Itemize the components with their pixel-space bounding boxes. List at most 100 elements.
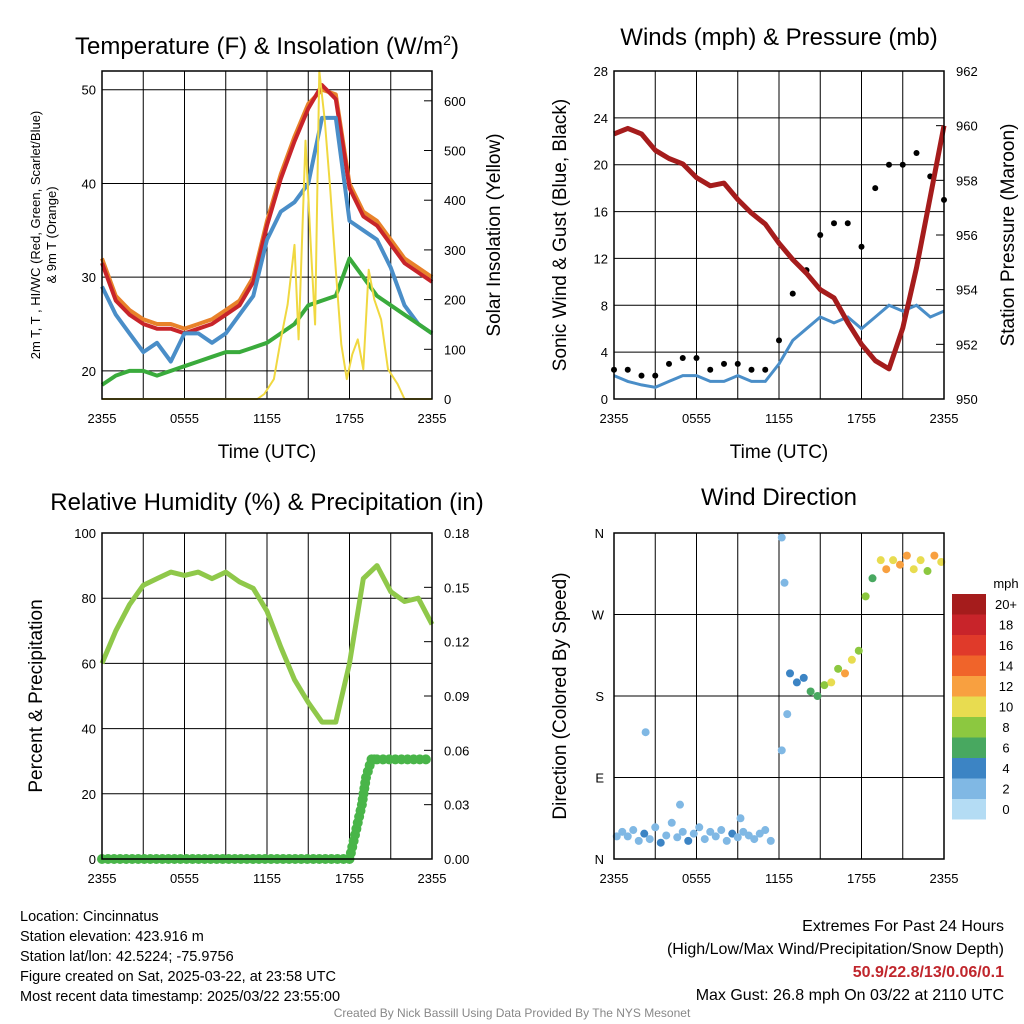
- direction-point: [645, 835, 654, 844]
- y-tick-left: 20: [82, 364, 96, 379]
- legend-label: 0: [1002, 802, 1009, 817]
- direction-point: [717, 826, 726, 835]
- legend-swatch: [952, 696, 986, 717]
- direction-point: [750, 835, 759, 844]
- extremes-block: Extremes For Past 24 Hours (High/Low/Max…: [667, 915, 1004, 1007]
- direction-point: [780, 578, 789, 587]
- direction-point: [629, 826, 638, 835]
- legend-swatch: [952, 758, 986, 779]
- gust-point: [638, 372, 645, 379]
- x-tick-label: 1755: [335, 871, 364, 886]
- x-tick-label: 1755: [847, 871, 876, 886]
- gust-point: [666, 360, 672, 367]
- direction-point: [930, 551, 939, 560]
- panel-2: 2355 0555 1155 1755 2355 0 4 8 12 16 20 24 28 950 952 9…: [550, 24, 1019, 463]
- y-tick-left: 40: [82, 176, 96, 191]
- plot-frame: [613, 70, 945, 400]
- direction-point: [777, 533, 786, 542]
- direction-point: [667, 818, 676, 827]
- recent-timestamp: Most recent data timestamp: 2025/03/22 2…: [20, 989, 341, 1005]
- direction-point: [847, 655, 856, 664]
- y-tick-right: 952: [956, 337, 978, 352]
- y-tick-left: N: [595, 526, 604, 541]
- y-tick-left: 0: [89, 852, 96, 867]
- x-tick-label: 2355: [600, 411, 629, 426]
- x-tick-label: 0555: [682, 871, 711, 886]
- direction-point: [722, 836, 731, 845]
- direction-point: [662, 831, 671, 840]
- y-tick-left: 16: [594, 205, 608, 220]
- direction-point: [783, 710, 792, 719]
- series-line-4: [100, 256, 434, 387]
- x-axis-label: Time (UTC): [218, 442, 317, 463]
- panel-1: 2355 0555 1155 1755 235520304050010020030040…: [28, 32, 505, 463]
- gust-point: [872, 185, 879, 192]
- x-tick-label: 1755: [335, 411, 364, 426]
- y-axis-label-left: Sonic Wind & Gust (Blue, Black): [550, 99, 571, 371]
- legend-label: 20+: [995, 597, 1017, 612]
- y-tick-left: 100: [74, 526, 96, 541]
- direction-point: [651, 823, 660, 832]
- direction-point: [792, 678, 801, 687]
- direction-point: [641, 728, 650, 737]
- legend-label: 6: [1002, 741, 1009, 756]
- direction-point: [640, 829, 649, 838]
- direction-point: [854, 646, 863, 655]
- y-tick-right: 100: [444, 342, 466, 357]
- plot-frame: [101, 70, 433, 400]
- gust-point: [693, 355, 700, 361]
- x-tick-label: 1155: [765, 411, 793, 426]
- y-tick-left: 50: [82, 83, 96, 98]
- direction-point: [820, 681, 829, 690]
- gust-point: [652, 372, 659, 379]
- direction-point: [813, 692, 822, 700]
- direction-point: [678, 827, 687, 836]
- direction-point: [736, 814, 745, 823]
- series-line-5: [102, 70, 432, 400]
- legend-title: mph: [993, 576, 1018, 591]
- legend-swatch: [952, 614, 986, 635]
- direction-point: [799, 673, 808, 682]
- y-tick-right: 0.06: [444, 743, 469, 758]
- y-tick-right: 300: [444, 243, 466, 258]
- panel-title: Winds (mph) & Pressure (mb): [620, 24, 937, 51]
- direction-point: [700, 835, 709, 844]
- y-tick-left: N: [595, 852, 604, 867]
- direction-point: [777, 746, 786, 755]
- direction-point: [902, 551, 911, 560]
- y-axis-label-right: Station Pressure (Maroon): [998, 124, 1019, 347]
- y-tick-right: 500: [444, 144, 466, 159]
- gust-point: [844, 220, 851, 227]
- panel-title: Temperature (F) & Insolation (W/m2): [75, 32, 459, 60]
- x-tick-label: 0555: [170, 411, 199, 426]
- legend-swatch: [952, 594, 986, 615]
- direction-point: [909, 565, 918, 574]
- figure-created: Figure created on Sat, 2025-03-22, at 23…: [20, 969, 336, 985]
- station-elevation: Station elevation: 423.916 m: [20, 929, 204, 945]
- y-tick-left: 12: [594, 251, 608, 266]
- x-tick-label: 2355: [418, 871, 447, 886]
- x-tick-label: 2355: [930, 411, 959, 426]
- direction-point: [711, 832, 720, 841]
- direction-point: [876, 556, 885, 565]
- credit-line: Created By Nick Bassill Using Data Provi…: [333, 1006, 691, 1020]
- y-tick-left: E: [595, 771, 604, 786]
- direction-point: [896, 560, 904, 569]
- y-tick-right: 956: [956, 228, 978, 243]
- y-tick-left: 20: [82, 787, 96, 802]
- x-tick-label: 2355: [930, 871, 959, 886]
- panel-4: 2355 0555 1155 1755 2355 N E S W N Wind Direction D…: [550, 484, 1019, 886]
- x-tick-label: 0555: [682, 411, 711, 426]
- gust-point: [734, 360, 741, 367]
- y-tick-left: 8: [601, 298, 608, 313]
- direction-point: [618, 827, 627, 836]
- direction-point: [923, 567, 932, 576]
- legend-swatch: [952, 635, 986, 656]
- gust-point: [817, 232, 824, 238]
- y-tick-left: W: [592, 608, 605, 623]
- y-tick-left: 40: [82, 722, 96, 737]
- y-tick-right: 400: [444, 193, 466, 208]
- extremes-values: 50.9/22.8/13/0.06/0.1: [852, 964, 1004, 981]
- legend-label: 18: [999, 618, 1013, 633]
- y-axis-label-left: Percent & Precipitation: [26, 599, 47, 792]
